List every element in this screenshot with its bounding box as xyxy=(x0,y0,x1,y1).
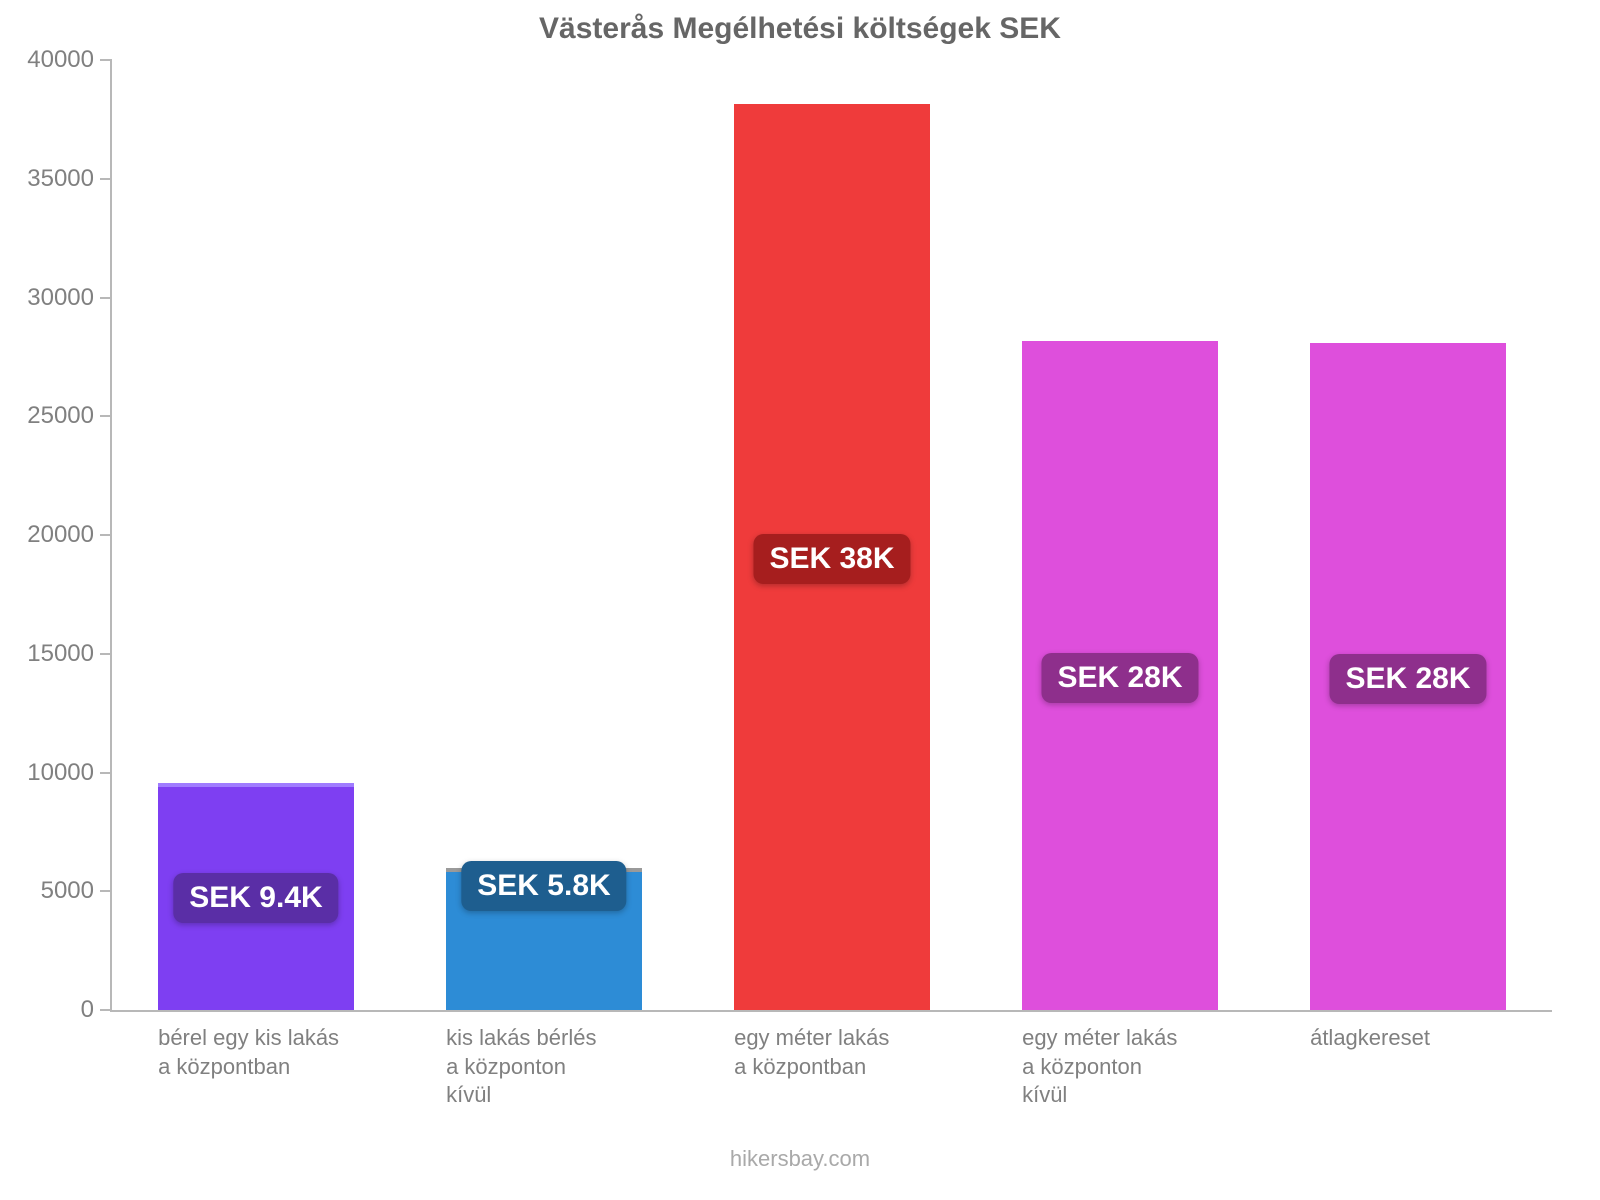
y-tick-label: 30000 xyxy=(27,284,112,312)
y-tick-label: 15000 xyxy=(27,640,112,668)
plot-area: 0500010000150002000025000300003500040000… xyxy=(110,60,1552,1012)
value-badge: SEK 38K xyxy=(753,534,910,584)
bar: SEK 5.8K xyxy=(446,868,642,1010)
x-label: egy méter lakása központban xyxy=(734,1010,930,1081)
cost-of-living-chart: Västerås Megélhetési költségek SEK 05000… xyxy=(0,0,1600,1200)
value-badge: SEK 28K xyxy=(1041,653,1198,703)
y-tick-label: 10000 xyxy=(27,759,112,787)
chart-footer: hikersbay.com xyxy=(0,1146,1600,1172)
y-tick-label: 25000 xyxy=(27,402,112,430)
bar: SEK 28K xyxy=(1310,343,1506,1010)
y-tick-label: 5000 xyxy=(41,877,112,905)
y-tick-label: 20000 xyxy=(27,521,112,549)
bar: SEK 28K xyxy=(1022,341,1218,1010)
value-badge: SEK 5.8K xyxy=(461,861,626,911)
x-label: átlagkereset xyxy=(1310,1010,1506,1053)
y-tick-label: 0 xyxy=(81,996,112,1024)
value-badge: SEK 9.4K xyxy=(173,873,338,923)
x-label: kis lakás bérlésa központonkívül xyxy=(446,1010,642,1110)
y-tick-label: 35000 xyxy=(27,165,112,193)
x-label: bérel egy kis lakása központban xyxy=(158,1010,354,1081)
bar: SEK 38K xyxy=(734,104,930,1011)
x-label: egy méter lakása központonkívül xyxy=(1022,1010,1218,1110)
value-badge: SEK 28K xyxy=(1329,654,1486,704)
chart-title: Västerås Megélhetési költségek SEK xyxy=(0,12,1600,46)
y-tick-label: 40000 xyxy=(27,46,112,74)
bar: SEK 9.4K xyxy=(158,783,354,1010)
